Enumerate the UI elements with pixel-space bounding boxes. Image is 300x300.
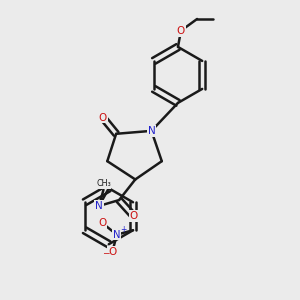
Text: N: N — [113, 230, 121, 240]
Text: O: O — [108, 247, 116, 257]
Text: O: O — [98, 218, 106, 228]
Text: N: N — [95, 201, 103, 211]
Text: O: O — [130, 211, 138, 221]
Text: −: − — [102, 249, 110, 258]
Text: O: O — [177, 26, 185, 36]
Text: CH₃: CH₃ — [96, 179, 111, 188]
Text: +: + — [120, 225, 127, 234]
Text: O: O — [99, 112, 107, 123]
Text: N: N — [148, 126, 155, 136]
